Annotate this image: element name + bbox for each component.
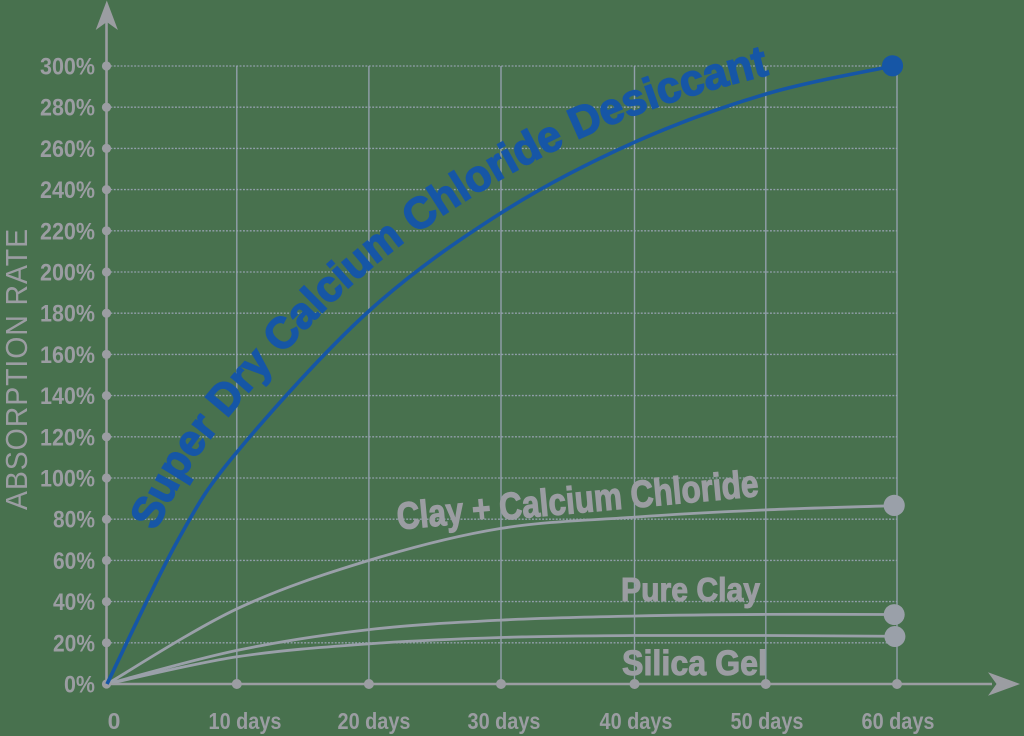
svg-text:40%: 40% [53, 589, 95, 616]
svg-text:60%: 60% [53, 548, 95, 575]
svg-text:ABSORPTION RATE: ABSORPTION RATE [0, 228, 34, 510]
svg-text:40 days: 40 days [600, 708, 673, 734]
svg-text:80%: 80% [53, 507, 95, 534]
svg-text:0%: 0% [64, 672, 95, 699]
svg-text:180%: 180% [40, 301, 95, 328]
svg-text:200%: 200% [40, 260, 95, 287]
svg-text:280%: 280% [40, 95, 95, 122]
svg-text:300%: 300% [40, 54, 95, 81]
svg-text:Silica Gel: Silica Gel [622, 644, 767, 683]
svg-text:140%: 140% [40, 383, 95, 410]
svg-text:10 days: 10 days [209, 708, 282, 734]
svg-text:160%: 160% [40, 342, 95, 369]
svg-text:120%: 120% [40, 424, 95, 451]
svg-text:100%: 100% [40, 466, 95, 493]
svg-text:0: 0 [108, 708, 121, 734]
svg-text:Pure Clay: Pure Clay [621, 571, 761, 608]
svg-text:260%: 260% [40, 136, 95, 163]
svg-text:30 days: 30 days [468, 708, 541, 734]
svg-text:220%: 220% [40, 218, 95, 245]
svg-text:20%: 20% [53, 630, 95, 657]
svg-text:240%: 240% [40, 177, 95, 204]
svg-text:20 days: 20 days [338, 708, 411, 734]
svg-text:60 days: 60 days [862, 708, 935, 734]
svg-text:50 days: 50 days [731, 708, 804, 734]
